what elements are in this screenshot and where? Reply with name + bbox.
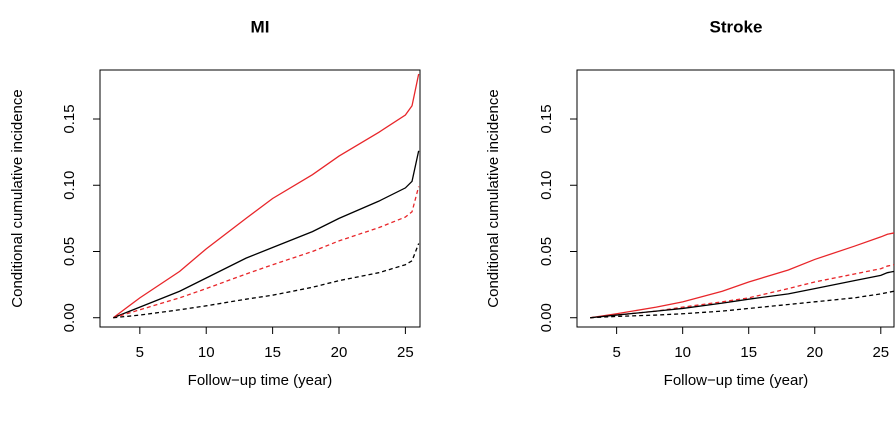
y-tick-label: 0.10 [538, 171, 555, 200]
chart-title: Stroke [710, 17, 763, 36]
y-tick-label: 0.00 [538, 303, 555, 332]
y-axis-label: Conditional cumulative incidence [9, 89, 26, 307]
series-line [590, 270, 895, 319]
series-line [590, 232, 895, 319]
x-axis-label: Follow−up time (year) [664, 372, 809, 389]
series-line [113, 243, 420, 319]
x-tick-label: 5 [136, 344, 144, 361]
y-tick-label: 0.15 [61, 104, 78, 133]
x-tick-label: 10 [674, 344, 691, 361]
plot-box [576, 69, 895, 328]
x-axis-label: Follow−up time (year) [188, 372, 333, 389]
x-tick-label: 20 [806, 344, 823, 361]
plot-box [99, 69, 421, 328]
y-axis-label: Conditional cumulative incidence [485, 89, 502, 307]
x-tick-label: 20 [331, 344, 348, 361]
chart-title: MI [251, 17, 270, 36]
series-line [590, 290, 895, 319]
x-tick-label: 15 [740, 344, 757, 361]
series-line [113, 150, 420, 319]
y-tick-label: 0.15 [538, 104, 555, 133]
x-tick-label: 10 [198, 344, 215, 361]
series-line [113, 186, 420, 319]
series-line [112, 73, 420, 319]
x-tick-label: 25 [872, 344, 889, 361]
y-tick-label: 0.05 [61, 237, 78, 266]
x-tick-label: 25 [397, 344, 414, 361]
x-tick-label: 15 [264, 344, 281, 361]
y-tick-label: 0.05 [538, 237, 555, 266]
series-line [590, 264, 895, 319]
y-tick-label: 0.10 [61, 171, 78, 200]
x-tick-label: 5 [612, 344, 620, 361]
y-tick-label: 0.00 [61, 303, 78, 332]
